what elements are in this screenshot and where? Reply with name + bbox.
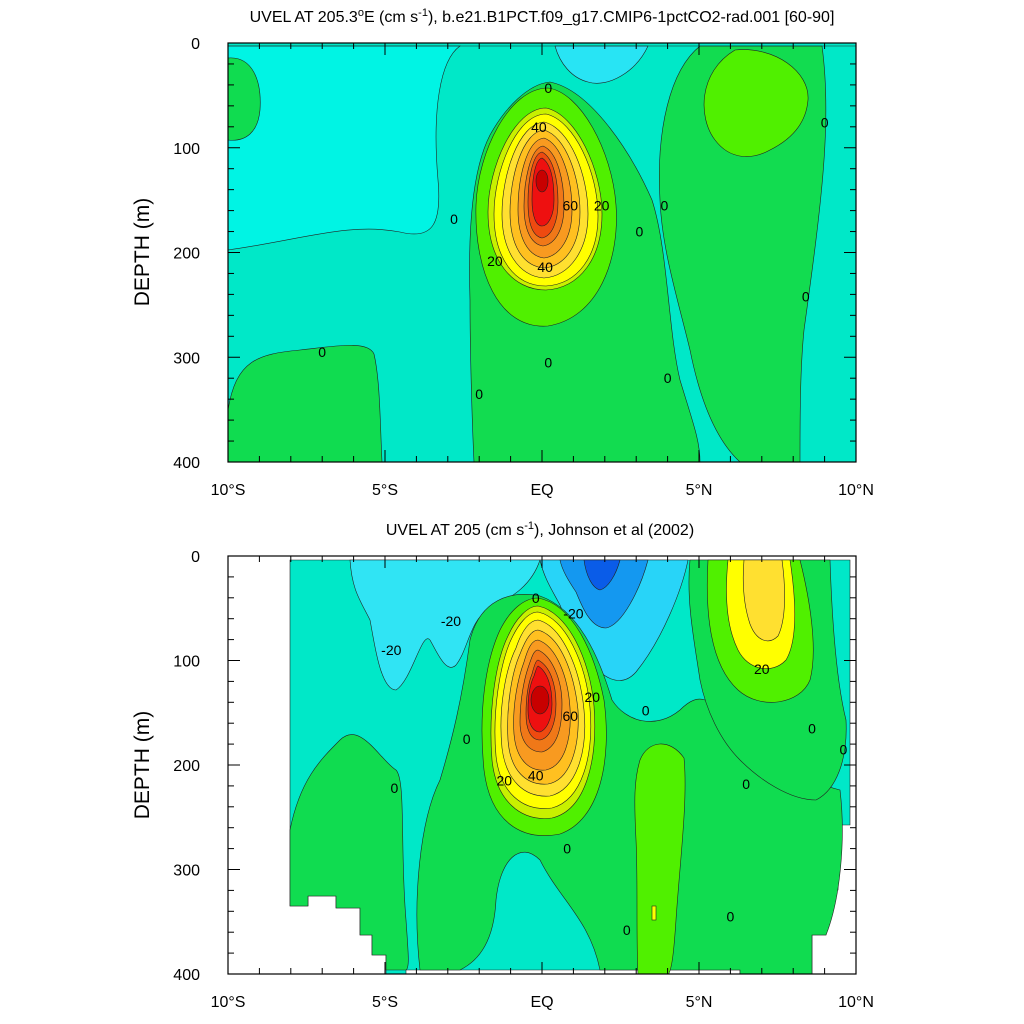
bottom-contour-label: 20 — [584, 689, 600, 705]
top-xtick-label: 5°S — [372, 482, 398, 499]
bottom-x-ticks: 10°S 5°S EQ 5°N 10°N — [211, 556, 874, 1011]
top-x-ticks: 10°S 5°S EQ 5°N 10°N — [211, 43, 874, 499]
top-contour-label: 40 — [537, 259, 553, 275]
bottom-contour-label: 0 — [840, 741, 848, 757]
bottom-contour-label: -20 — [381, 642, 401, 658]
bottom-contour-labels: -20 -20 -20 0 20 60 20 20 40 0 0 0 0 0 0 0 0 0 — [381, 590, 848, 938]
bottom-ytick-label: 200 — [173, 758, 200, 775]
bottom-panel-title: UVEL AT 205 (cm s-1), Johnson et al (200… — [386, 520, 694, 539]
bottom-contour-label: 0 — [808, 720, 816, 736]
top-xtick-label: EQ — [530, 482, 553, 499]
bottom-y-axis-label: DEPTH (m) — [131, 711, 154, 820]
bottom-fill-positive-middepth — [289, 734, 409, 971]
top-contour-label: 40 — [531, 119, 547, 135]
top-ytick-label: 400 — [173, 455, 200, 472]
top-contour-label: 0 — [475, 386, 483, 402]
top-contour-label: 0 — [450, 211, 458, 227]
top-ytick-label: 100 — [173, 141, 200, 158]
bottom-contour-label: 60 — [562, 708, 578, 724]
bottom-contour-label: 0 — [532, 590, 540, 606]
bottom-contour-label: 20 — [754, 661, 770, 677]
top-contour-label: 0 — [821, 115, 829, 131]
top-xtick-label: 5°N — [686, 482, 713, 499]
top-contour-field — [228, 43, 856, 462]
top-fill-weak-negative-surface — [554, 45, 649, 84]
bottom-ytick-label: 0 — [191, 549, 200, 566]
bottom-fill-negative-max — [583, 559, 621, 591]
bottom-contour-label: 0 — [642, 703, 650, 719]
top-ytick-label: 0 — [191, 36, 200, 53]
top-fill-positive-ne — [659, 45, 827, 462]
bottom-contour-label: -20 — [441, 613, 461, 629]
bottom-fill-ne-40 — [742, 559, 785, 642]
bottom-contour-field — [289, 559, 851, 974]
top-fill-euc-max — [535, 169, 549, 193]
top-contour-label: 0 — [544, 354, 552, 370]
top-panel: UVEL AT 205.3oE (cm s-1), b.e21.B1PCT.f0… — [131, 7, 874, 499]
top-ytick-label: 200 — [173, 246, 200, 263]
bottom-xtick-label: EQ — [530, 994, 553, 1011]
bottom-ytick-label: 400 — [173, 967, 200, 984]
bottom-fill-small-yellow-spot — [651, 905, 657, 921]
top-y-axis-label: DEPTH (m) — [131, 198, 154, 307]
bottom-contour-label: 0 — [727, 909, 735, 925]
top-fill-positive-nw-corner — [228, 57, 261, 141]
bottom-contour-label: 40 — [528, 767, 544, 783]
top-contour-label: 20 — [487, 253, 503, 269]
bottom-fill-positive-south-column — [634, 743, 686, 974]
top-xtick-label: 10°N — [838, 482, 874, 499]
bottom-contour-label: 0 — [623, 922, 631, 938]
top-contour-label: 20 — [594, 197, 610, 213]
bottom-contour-label: -20 — [563, 605, 583, 621]
bottom-ytick-label: 300 — [173, 863, 200, 880]
top-contour-labels: 40 60 20 20 40 0 0 0 0 0 0 0 0 0 0 — [318, 80, 829, 402]
bottom-fill-negative-core — [559, 559, 649, 629]
top-contour-label: 60 — [562, 197, 578, 213]
top-fill-weak-negative-west — [228, 45, 461, 251]
bottom-contour-label: 20 — [497, 773, 513, 789]
bottom-contour-label: 0 — [391, 780, 399, 796]
top-fill-positive-sw — [228, 344, 383, 462]
top-fill-positive-ne-core — [703, 49, 809, 157]
bottom-xtick-label: 5°S — [372, 994, 398, 1011]
top-contour-label: 0 — [635, 224, 643, 240]
bottom-fill-euc-max — [530, 685, 550, 715]
top-ytick-label: 300 — [173, 350, 200, 367]
top-contour-label: 0 — [318, 344, 326, 360]
bottom-xtick-label: 10°N — [838, 994, 874, 1011]
top-xtick-label: 10°S — [211, 482, 246, 499]
bottom-contour-label: 0 — [463, 731, 471, 747]
top-contour-label: 0 — [661, 197, 669, 213]
bottom-panel: UVEL AT 205 (cm s-1), Johnson et al (200… — [131, 520, 874, 1011]
bottom-ytick-label: 100 — [173, 654, 200, 671]
top-contour-label: 0 — [802, 288, 810, 304]
top-contour-label: 0 — [664, 370, 672, 386]
bottom-xtick-label: 10°S — [211, 994, 246, 1011]
top-panel-title: UVEL AT 205.3oE (cm s-1), b.e21.B1PCT.f0… — [250, 7, 835, 26]
bottom-contour-label: 0 — [742, 776, 750, 792]
top-contour-label: 0 — [544, 80, 552, 96]
bottom-contour-label: 0 — [563, 841, 571, 857]
bottom-xtick-label: 5°N — [686, 994, 713, 1011]
